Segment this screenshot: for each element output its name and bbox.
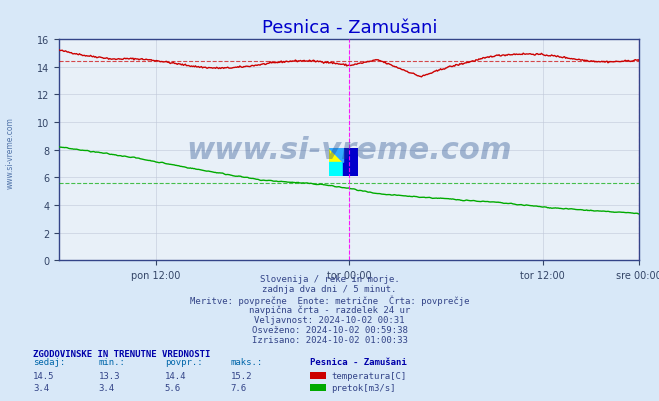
Text: Veljavnost: 2024-10-02 00:31: Veljavnost: 2024-10-02 00:31: [254, 315, 405, 324]
Text: www.si-vreme.com: www.si-vreme.com: [186, 136, 512, 165]
Text: Osveženo: 2024-10-02 00:59:38: Osveženo: 2024-10-02 00:59:38: [252, 325, 407, 334]
Text: min.:: min.:: [99, 357, 126, 366]
Text: zadnja dva dni / 5 minut.: zadnja dva dni / 5 minut.: [262, 285, 397, 294]
Text: 7.6: 7.6: [231, 383, 246, 392]
Text: sedaj:: sedaj:: [33, 357, 65, 366]
Text: ZGODOVINSKE IN TRENUTNE VREDNOSTI: ZGODOVINSKE IN TRENUTNE VREDNOSTI: [33, 349, 210, 358]
Text: www.si-vreme.com: www.si-vreme.com: [5, 117, 14, 188]
Text: Slovenija / reke in morje.: Slovenija / reke in morje.: [260, 275, 399, 284]
Text: 3.4: 3.4: [33, 383, 49, 392]
Text: 5.6: 5.6: [165, 383, 181, 392]
Text: maks.:: maks.:: [231, 357, 263, 366]
Text: Meritve: povprečne  Enote: metrične  Črta: povprečje: Meritve: povprečne Enote: metrične Črta:…: [190, 295, 469, 305]
Text: 15.2: 15.2: [231, 371, 252, 380]
Text: 14.4: 14.4: [165, 371, 186, 380]
Text: pretok[m3/s]: pretok[m3/s]: [331, 383, 396, 392]
Text: povpr.:: povpr.:: [165, 357, 202, 366]
Text: 13.3: 13.3: [99, 371, 121, 380]
Text: navpična črta - razdelek 24 ur: navpična črta - razdelek 24 ur: [249, 305, 410, 314]
Title: Pesnica - Zamušani: Pesnica - Zamušani: [262, 19, 437, 37]
Text: 3.4: 3.4: [99, 383, 115, 392]
Text: temperatura[C]: temperatura[C]: [331, 371, 407, 380]
Text: Izrisano: 2024-10-02 01:00:33: Izrisano: 2024-10-02 01:00:33: [252, 335, 407, 344]
Text: Pesnica - Zamušani: Pesnica - Zamušani: [310, 357, 407, 366]
Text: 14.5: 14.5: [33, 371, 55, 380]
